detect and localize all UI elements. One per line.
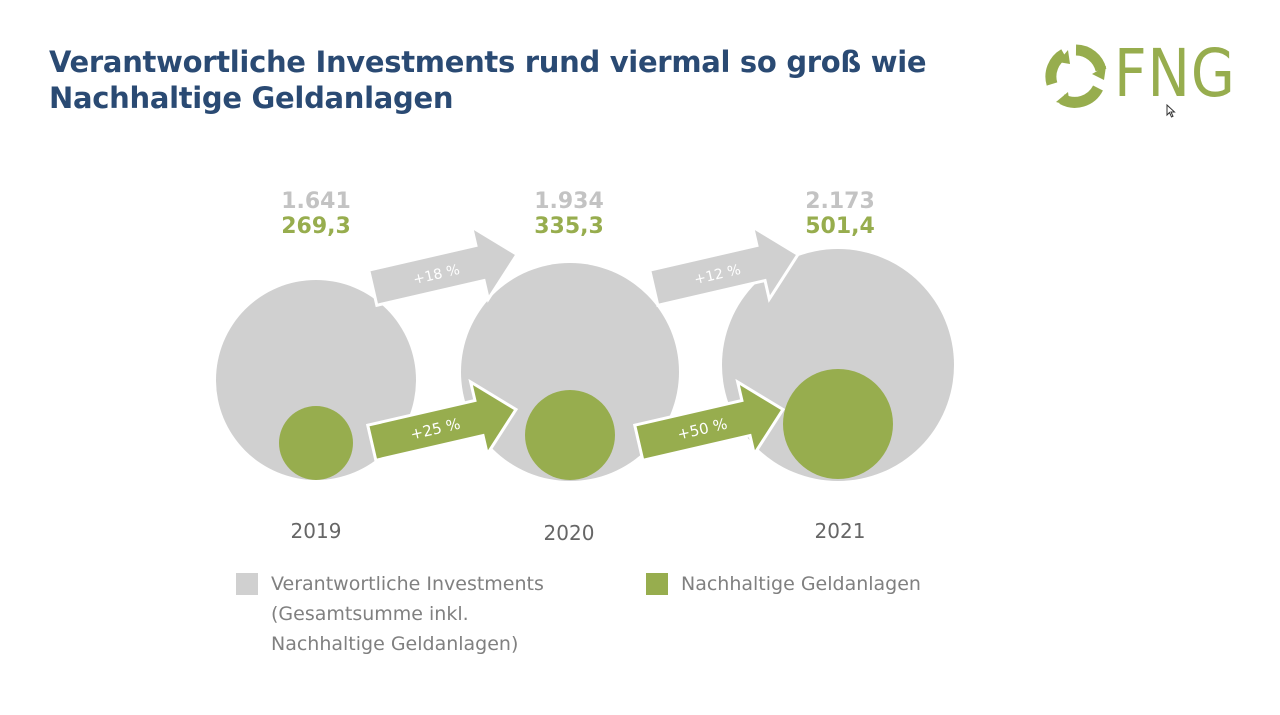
grey-value-2021: 2.173 (805, 189, 875, 214)
fng-logo: FNG (1042, 35, 1242, 112)
green-bubble-2021 (783, 369, 893, 479)
green-growth-arrow-2: +50 % (632, 378, 786, 463)
green-value-2020: 335,3 (534, 214, 604, 239)
legend-label-green: Nachhaltige Geldanlagen (681, 573, 921, 595)
grey-growth-arrow-1: +18 % (366, 223, 520, 308)
grey-bubble-2019 (216, 280, 416, 480)
year-label-2019: 2019 (291, 519, 342, 543)
grey-bubble-2020 (461, 263, 679, 481)
grey-bubble-2021 (722, 249, 954, 481)
green-bubble-2019 (279, 406, 353, 480)
legend-label-grey: Verantwortliche Investments (Gesamtsumme… (271, 573, 544, 655)
green-bubble-2020 (525, 390, 615, 480)
year-label-2020: 2020 (544, 521, 595, 545)
grey-value-2020: 1.934 (534, 189, 604, 214)
mouse-cursor-icon (1166, 104, 1176, 118)
green-growth-arrow-1: +25 % (365, 378, 519, 463)
title-line-2: Nachhaltige Geldanlagen (49, 81, 454, 115)
title-line-1: Verantwortliche Investments rund viermal… (49, 45, 927, 79)
grey-growth-arrow-2: +12 % (647, 223, 801, 308)
legend-swatch-grey (236, 573, 258, 595)
recycle-arrows-icon (1045, 44, 1107, 108)
grey-value-2019: 1.641 (281, 189, 351, 214)
legend-swatch-green (646, 573, 668, 595)
year-label-2021: 2021 (815, 519, 866, 543)
green-value-2021: 501,4 (805, 214, 875, 239)
green-value-2019: 269,3 (281, 214, 351, 239)
page-title: Verantwortliche Investments rund viermal… (49, 44, 969, 116)
logo-text: FNG (1114, 35, 1236, 112)
